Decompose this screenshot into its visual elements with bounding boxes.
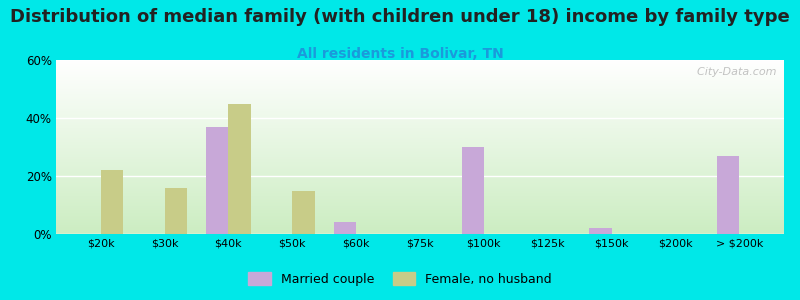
- Bar: [101, 170, 123, 234]
- Text: All residents in Bolivar, TN: All residents in Bolivar, TN: [297, 46, 503, 61]
- Bar: [590, 228, 611, 234]
- Bar: [462, 147, 484, 234]
- Bar: [334, 222, 356, 234]
- Bar: [717, 156, 739, 234]
- Text: Distribution of median family (with children under 18) income by family type: Distribution of median family (with chil…: [10, 8, 790, 26]
- Bar: [165, 188, 187, 234]
- Bar: [229, 103, 250, 234]
- Bar: [206, 127, 229, 234]
- Bar: [292, 190, 314, 234]
- Text: City-Data.com: City-Data.com: [690, 67, 777, 77]
- Legend: Married couple, Female, no husband: Married couple, Female, no husband: [243, 267, 557, 291]
